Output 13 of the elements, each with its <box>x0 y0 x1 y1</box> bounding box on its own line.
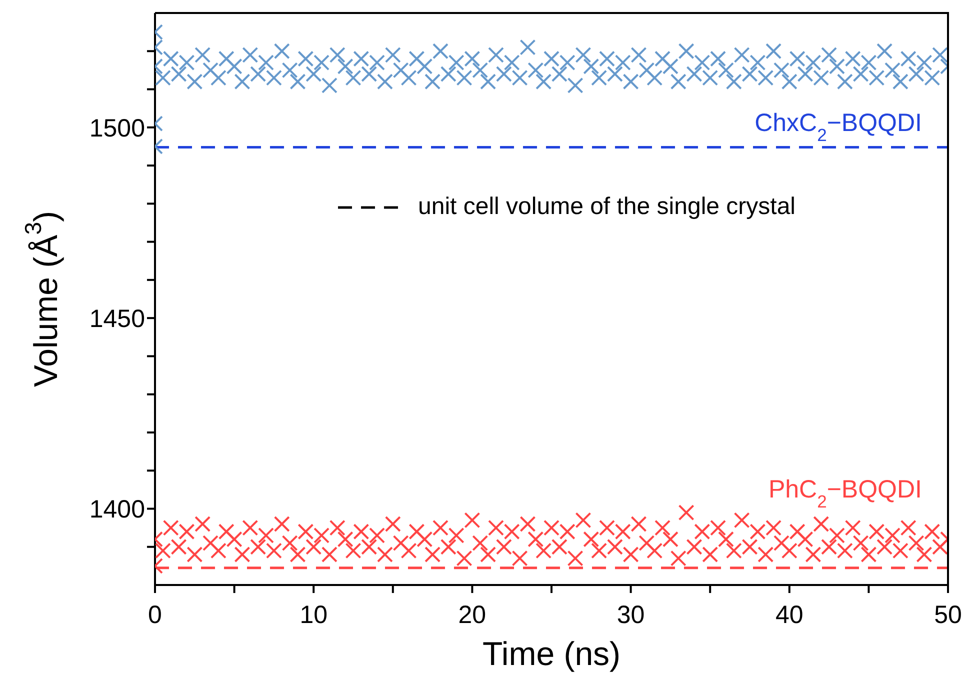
x-tick-label: 10 <box>300 600 328 629</box>
y-tick-label: 1450 <box>89 304 145 333</box>
y-tick-label: 1500 <box>89 114 145 142</box>
series-label: ChxC$_{2}$−BQQDI <box>754 109 922 146</box>
series-label: PhC$_{2}$−BQQDI <box>768 475 922 512</box>
y-tick-label: 1400 <box>89 496 145 524</box>
x-tick-label: 40 <box>775 600 804 629</box>
x-tick-label: 0 <box>148 600 162 629</box>
annotation: unit cell volume of the single crystal <box>418 192 796 220</box>
x-tick-label: 50 <box>934 600 962 629</box>
x-axis-title: Time (ns) <box>482 635 621 672</box>
x-tick-label: 20 <box>458 600 486 629</box>
x-tick-label: 30 <box>616 600 645 629</box>
